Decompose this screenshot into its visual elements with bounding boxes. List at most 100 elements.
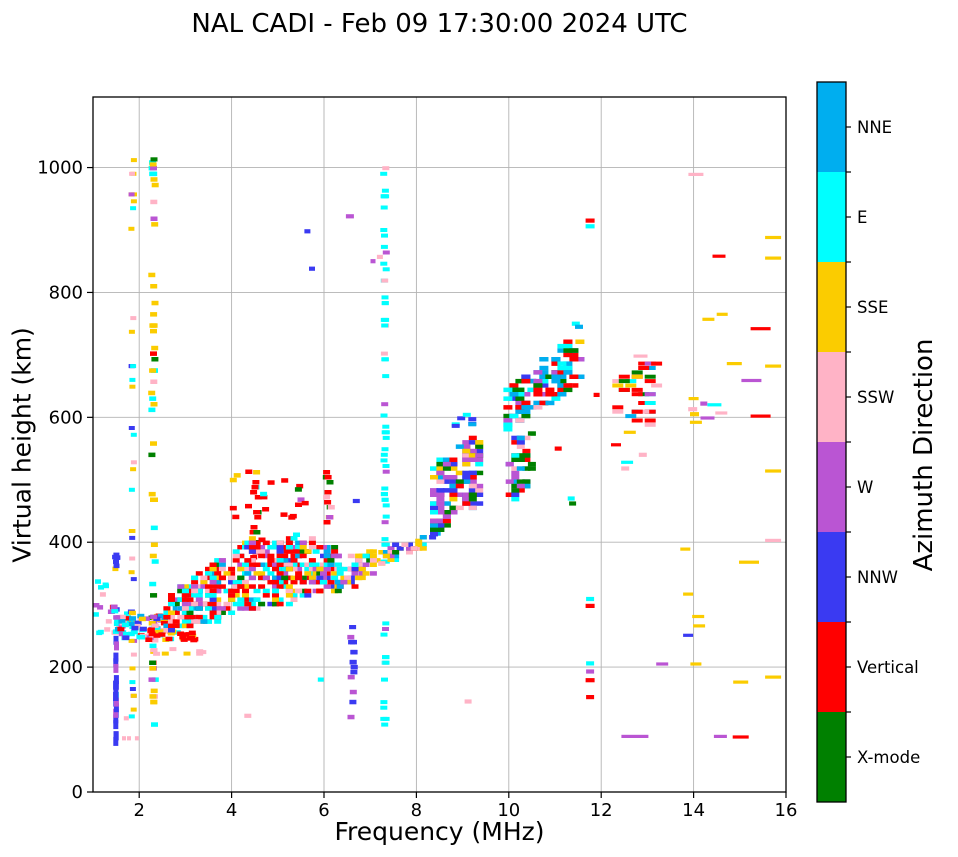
scatter-mark — [285, 584, 293, 589]
scatter-mark — [380, 452, 388, 457]
scatter-mark — [387, 546, 395, 551]
scatter-mark — [323, 584, 331, 589]
scatter-mark — [436, 505, 445, 511]
scatter-mark — [113, 686, 119, 696]
scatter-mark — [113, 663, 119, 673]
scatter-mark — [475, 444, 484, 449]
colorbar-segment-SSE — [817, 262, 846, 352]
scatter-mark — [355, 566, 363, 572]
scatter-mark — [509, 413, 519, 419]
scatter-mark — [186, 606, 194, 611]
scatter-mark — [161, 651, 169, 656]
scatter-mark — [113, 708, 119, 718]
scatter-mark — [733, 680, 749, 684]
scatter-mark — [237, 562, 245, 567]
scatter-mark — [419, 535, 427, 540]
scatter-mark — [258, 545, 266, 550]
scatter-mark — [153, 633, 161, 638]
scatter-mark — [521, 374, 531, 379]
scatter-mark — [750, 327, 771, 331]
scatter-mark — [205, 601, 212, 607]
scatter-mark — [180, 637, 188, 642]
scatter-mark — [151, 345, 159, 351]
scatter-mark — [168, 610, 175, 615]
scatter-mark — [113, 720, 119, 730]
scatter-mark — [299, 579, 307, 585]
scatter-mark — [387, 557, 395, 562]
scatter-mark — [436, 518, 445, 524]
scatter-mark — [113, 736, 119, 746]
scatter-mark — [299, 562, 307, 567]
scatter-mark — [232, 549, 240, 554]
scatter-mark — [97, 605, 104, 610]
scatter-mark — [327, 558, 335, 563]
scatter-mark — [515, 392, 525, 397]
scatter-mark — [272, 575, 279, 581]
scatter-mark — [331, 575, 339, 581]
scatter-mark — [285, 558, 293, 563]
scatter-mark — [381, 486, 389, 491]
scatter-mark — [290, 545, 298, 550]
scatter-mark — [242, 588, 249, 594]
scatter-mark — [468, 417, 477, 422]
scatter-mark — [295, 502, 302, 507]
scatter-mark — [195, 601, 203, 607]
scatter-mark — [150, 441, 157, 446]
scatter-mark — [551, 361, 561, 366]
scatter-mark — [380, 261, 388, 266]
scatter-mark — [351, 571, 359, 576]
scatter-mark — [436, 479, 445, 484]
scatter-mark — [228, 575, 236, 581]
scatter-mark — [369, 553, 377, 559]
scatter-mark — [253, 562, 261, 567]
scatter-mark — [468, 440, 477, 445]
scatter-mark — [151, 497, 158, 502]
scatter-mark — [248, 562, 256, 567]
scatter-mark — [293, 532, 300, 537]
colorbar-tick-label: SSW — [857, 388, 894, 407]
scatter-mark — [128, 638, 135, 643]
scatter-mark — [237, 606, 245, 611]
scatter-mark — [511, 492, 520, 497]
scatter-mark — [151, 300, 159, 306]
scatter-mark — [150, 165, 157, 171]
scatter-mark — [350, 639, 357, 645]
scatter-mark — [195, 606, 203, 611]
scatter-mark — [200, 601, 208, 607]
scatter-mark — [557, 370, 567, 375]
scatter-mark — [281, 478, 289, 483]
scatter-mark — [382, 374, 390, 379]
scatter-mark — [148, 491, 156, 497]
scatter-mark — [248, 606, 256, 611]
scatter-mark — [129, 666, 136, 671]
scatter-mark — [430, 492, 438, 497]
scatter-mark — [436, 501, 445, 506]
scatter-mark — [334, 562, 342, 567]
scatter-mark — [468, 501, 477, 506]
scatter-mark — [312, 588, 320, 594]
scatter-mark — [209, 606, 217, 611]
scatter-mark — [521, 378, 531, 384]
scatter-mark — [382, 660, 390, 665]
scatter-mark — [233, 473, 241, 478]
scatter-mark — [327, 579, 335, 585]
scatter-mark — [242, 566, 249, 572]
scatter-mark — [442, 475, 451, 480]
scatter-mark — [214, 584, 222, 589]
scatter-mark — [209, 601, 217, 607]
scatter-mark — [436, 475, 445, 480]
scatter-mark — [644, 379, 656, 384]
scatter-mark — [200, 579, 208, 585]
scatter-mark — [95, 579, 101, 584]
scatter-mark — [130, 467, 137, 472]
scatter-mark — [370, 259, 376, 264]
scatter-mark — [563, 361, 573, 366]
scatter-mark — [462, 453, 471, 458]
scatter-mark — [104, 627, 111, 632]
scatter-mark — [381, 295, 389, 300]
scatter-mark — [462, 440, 471, 445]
scatter-mark — [253, 571, 261, 576]
scatter-mark — [177, 623, 185, 629]
scatter-mark — [130, 652, 137, 657]
scatter-mark — [253, 540, 261, 546]
